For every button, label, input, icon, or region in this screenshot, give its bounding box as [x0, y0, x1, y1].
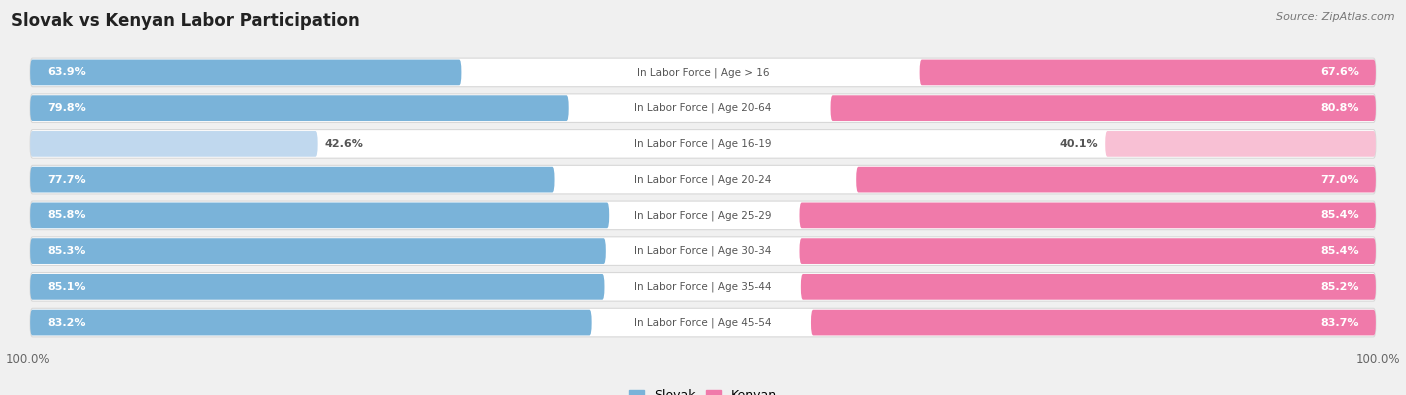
FancyBboxPatch shape — [30, 130, 1376, 158]
FancyBboxPatch shape — [30, 58, 1376, 87]
FancyBboxPatch shape — [30, 166, 1376, 194]
FancyBboxPatch shape — [30, 238, 606, 264]
Text: Source: ZipAtlas.com: Source: ZipAtlas.com — [1277, 12, 1395, 22]
Text: 67.6%: 67.6% — [1320, 68, 1360, 77]
Text: 85.4%: 85.4% — [1320, 246, 1360, 256]
Text: 85.1%: 85.1% — [46, 282, 86, 292]
FancyBboxPatch shape — [801, 274, 1376, 300]
Text: 83.7%: 83.7% — [1320, 318, 1360, 327]
Text: 83.2%: 83.2% — [46, 318, 86, 327]
FancyBboxPatch shape — [30, 274, 605, 300]
Text: 63.9%: 63.9% — [46, 68, 86, 77]
Text: In Labor Force | Age 25-29: In Labor Force | Age 25-29 — [634, 210, 772, 221]
FancyBboxPatch shape — [30, 60, 461, 85]
Text: In Labor Force | Age 20-24: In Labor Force | Age 20-24 — [634, 174, 772, 185]
Text: 85.8%: 85.8% — [46, 211, 86, 220]
FancyBboxPatch shape — [30, 310, 592, 335]
Text: In Labor Force | Age > 16: In Labor Force | Age > 16 — [637, 67, 769, 78]
FancyBboxPatch shape — [920, 60, 1376, 85]
Text: In Labor Force | Age 30-34: In Labor Force | Age 30-34 — [634, 246, 772, 256]
Text: 85.2%: 85.2% — [1320, 282, 1360, 292]
Text: 80.8%: 80.8% — [1320, 103, 1360, 113]
FancyBboxPatch shape — [30, 131, 318, 157]
Text: 77.0%: 77.0% — [1320, 175, 1360, 184]
FancyBboxPatch shape — [831, 95, 1376, 121]
Text: In Labor Force | Age 45-54: In Labor Force | Age 45-54 — [634, 317, 772, 328]
FancyBboxPatch shape — [30, 201, 1376, 229]
FancyBboxPatch shape — [811, 310, 1376, 335]
FancyBboxPatch shape — [30, 273, 1376, 301]
FancyBboxPatch shape — [30, 95, 568, 121]
FancyBboxPatch shape — [30, 203, 609, 228]
Text: 77.7%: 77.7% — [46, 175, 86, 184]
Text: 40.1%: 40.1% — [1060, 139, 1098, 149]
Text: In Labor Force | Age 35-44: In Labor Force | Age 35-44 — [634, 282, 772, 292]
Text: In Labor Force | Age 20-64: In Labor Force | Age 20-64 — [634, 103, 772, 113]
Text: In Labor Force | Age 16-19: In Labor Force | Age 16-19 — [634, 139, 772, 149]
FancyBboxPatch shape — [30, 167, 554, 192]
Text: 42.6%: 42.6% — [325, 139, 363, 149]
Text: 85.3%: 85.3% — [46, 246, 86, 256]
FancyBboxPatch shape — [30, 237, 1376, 265]
Text: 79.8%: 79.8% — [46, 103, 86, 113]
Text: Slovak vs Kenyan Labor Participation: Slovak vs Kenyan Labor Participation — [11, 12, 360, 30]
FancyBboxPatch shape — [30, 94, 1376, 122]
FancyBboxPatch shape — [1105, 131, 1376, 157]
Legend: Slovak, Kenyan: Slovak, Kenyan — [624, 384, 782, 395]
FancyBboxPatch shape — [856, 167, 1376, 192]
Text: 85.4%: 85.4% — [1320, 211, 1360, 220]
FancyBboxPatch shape — [30, 308, 1376, 337]
FancyBboxPatch shape — [800, 203, 1376, 228]
FancyBboxPatch shape — [800, 238, 1376, 264]
